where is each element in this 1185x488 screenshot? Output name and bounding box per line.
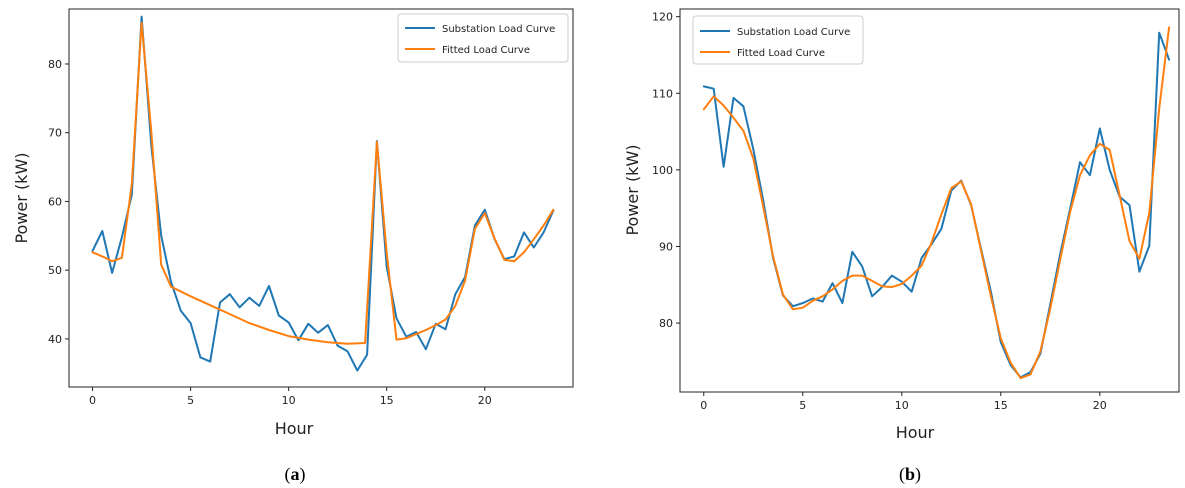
caption-a-open: ( xyxy=(285,464,291,485)
chart-a-fitted-load-line xyxy=(91,21,555,345)
chart-b-x-tick-label: 5 xyxy=(799,399,806,412)
chart-a-x-tick-label: 20 xyxy=(478,394,492,407)
caption-a-close: ) xyxy=(300,464,306,485)
chart-b-legend-box xyxy=(692,15,864,65)
chart-b-series xyxy=(702,26,1171,380)
chart-a-y-tick-label: 40 xyxy=(48,333,62,346)
chart-b-y-tick-label: 100 xyxy=(652,164,673,177)
caption-a: (a) xyxy=(285,464,306,485)
chart-a-y-tick-label: 70 xyxy=(48,127,62,140)
chart-b-y-tick-label: 90 xyxy=(659,240,673,253)
chart-b-plot-area xyxy=(679,8,1180,393)
chart-b-substation-load-line xyxy=(702,31,1171,379)
caption-b: (b) xyxy=(899,464,921,485)
chart-b-x-axis-title: Hour xyxy=(896,423,935,442)
chart-a-legend-label-substation: Substation Load Curve xyxy=(442,24,555,35)
chart-a-y-axis-title: Power (kW) xyxy=(12,152,31,243)
chart-a-y-tick-label: 50 xyxy=(48,264,62,277)
chart-b-x-tick-label: 20 xyxy=(1093,399,1107,412)
chart-a-y-tick-label: 60 xyxy=(48,195,62,208)
chart-b-y-tick-label: 80 xyxy=(659,317,673,330)
chart-b-y-tick-label: 120 xyxy=(652,11,673,24)
chart-a-plot-area xyxy=(68,8,574,388)
chart-a-legend-box xyxy=(397,13,569,63)
caption-b-open: ( xyxy=(899,464,905,485)
chart-a-x-tick-label: 5 xyxy=(187,394,194,407)
chart-b-fitted-load-line xyxy=(702,26,1171,380)
caption-a-letter: a xyxy=(291,464,300,484)
chart-b-y-tick-label: 110 xyxy=(652,87,673,100)
chart-a-ticks: 0 5 10 15 20 40 50 60 70 80 xyxy=(48,58,492,407)
chart-b-legend-label-substation: Substation Load Curve xyxy=(737,27,850,38)
chart-a-substation-load-line xyxy=(91,15,555,372)
chart-a-series xyxy=(91,15,555,372)
chart-b-x-tick-label: 15 xyxy=(994,399,1008,412)
chart-a-x-tick-label: 10 xyxy=(282,394,296,407)
chart-b-ticks: 0 5 10 15 20 80 90 100 110 120 xyxy=(652,11,1107,412)
chart-a-x-tick-label: 0 xyxy=(89,394,96,407)
chart-a-x-axis-title: Hour xyxy=(275,419,314,438)
chart-b-x-tick-label: 0 xyxy=(700,399,707,412)
chart-b: 0 5 10 15 20 80 90 100 110 120 Substation Load Cu… xyxy=(623,8,1180,442)
chart-a-x-tick-label: 15 xyxy=(380,394,394,407)
caption-b-letter: b xyxy=(905,464,915,484)
chart-a-legend: Substation Load Curve Fitted Load Curve xyxy=(397,13,569,63)
chart-a-legend-label-fitted: Fitted Load Curve xyxy=(442,45,530,56)
chart-b-x-tick-label: 10 xyxy=(895,399,909,412)
chart-a-y-tick-label: 80 xyxy=(48,58,62,71)
chart-b-legend-label-fitted: Fitted Load Curve xyxy=(737,48,825,59)
chart-a: 0 5 10 15 20 40 50 60 70 80 Substation Load Curve… xyxy=(12,8,574,438)
chart-b-legend: Substation Load Curve Fitted Load Curve xyxy=(692,15,864,65)
caption-b-close: ) xyxy=(915,464,921,485)
chart-b-y-axis-title: Power (kW) xyxy=(623,144,642,235)
